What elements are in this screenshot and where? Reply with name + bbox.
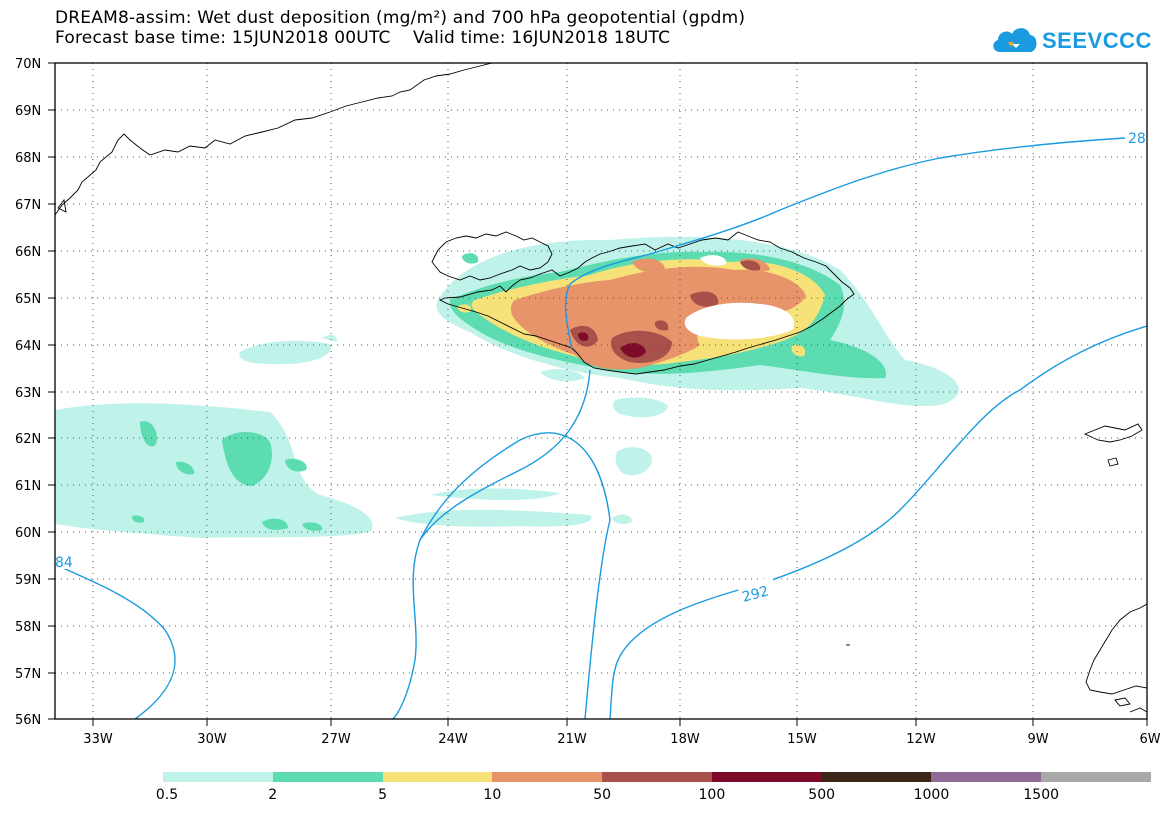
legend-label: 100 [698,787,726,803]
lat-label: 61N [15,479,41,494]
legend-label: 5 [378,787,388,803]
map-subtitle: Forecast base time: 15JUN2018 00UTC Vali… [55,28,671,48]
legend-label: 1500 [1023,787,1060,803]
lon-label: 24W [438,732,468,747]
lat-label: 57N [15,667,41,682]
lon-label: 6W [1139,732,1160,747]
lat-label: 66N [15,245,41,260]
legend-label: 50 [593,787,612,803]
legend-label: 1000 [913,787,950,803]
legend-swatch [272,772,383,782]
lon-label: 33W [83,732,113,747]
legend-swatch [163,772,273,782]
lat-label: 62N [15,432,41,447]
contour-label-84: 84 [55,555,73,571]
contour-label-292: 292 [741,583,771,605]
lat-label: 56N [15,713,41,728]
lon-label: 21W [557,732,587,747]
lat-label: 70N [15,57,41,72]
lat-label: 63N [15,386,41,401]
graticule [55,63,1147,719]
legend-label: 500 [808,787,836,803]
lon-label: 9W [1027,732,1048,747]
lat-label: 58N [15,620,41,635]
coastlines [55,63,1147,713]
legend-label: 2 [268,787,278,803]
geopotential-contours [55,137,1147,719]
lon-label: 30W [197,732,227,747]
legend-swatch [1041,772,1152,782]
legend-swatch [382,772,493,782]
lon-label: 12W [906,732,936,747]
contour-labels: 28 84 292 [55,129,1147,606]
lat-label: 68N [15,151,41,166]
legend-swatch [602,772,712,782]
map-frame [54,62,1148,720]
lat-label: 59N [15,573,41,588]
lon-label: 18W [670,732,700,747]
legend-label: 0.5 [155,787,179,803]
lat-label: 65N [15,292,41,307]
legend-swatch [711,772,822,782]
cloud-icon [993,28,1037,52]
legend-label: 10 [483,787,502,803]
legend-swatch [821,772,932,782]
lat-label: 64N [15,339,41,354]
lon-label: 15W [787,732,817,747]
longitude-labels: 33W 30W 27W 24W 21W 18W 15W 12W 9W 6W [83,732,1160,747]
legend-swatch [492,772,603,782]
logo-text: SEEVCCC [1042,28,1152,53]
lat-label: 67N [15,198,41,213]
legend-swatch [931,772,1042,782]
tick-marks [48,62,1148,726]
lat-label: 69N [15,104,41,119]
latitude-labels: 56N 57N 58N 59N 60N 61N 62N 63N 64N 65N … [15,57,41,728]
legend-colorbar [163,772,1152,782]
map-title: DREAM8-assim: Wet dust deposition (mg/m²… [55,8,746,28]
lat-label: 60N [15,526,41,541]
dust-deposition-field [55,236,959,538]
contour-label-28: 28 [1128,131,1146,147]
lon-label: 27W [321,732,351,747]
seevccc-logo: SEEVCCC [990,20,1151,60]
